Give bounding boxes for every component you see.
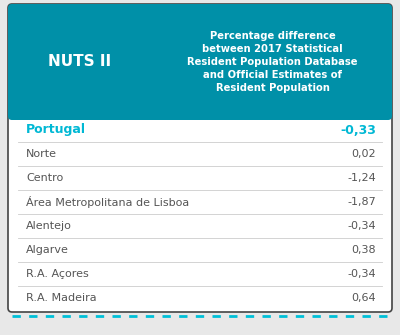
Text: Centro: Centro [26,173,63,183]
Text: Percentage difference
between 2017 Statistical
Resident Population Database
and : Percentage difference between 2017 Stati… [187,30,358,93]
Bar [12,106,388,118]
Text: 0,64: 0,64 [351,293,376,303]
Text: Portugal: Portugal [26,124,86,136]
Text: 0,38: 0,38 [351,245,376,255]
Text: R.A. Madeira: R.A. Madeira [26,293,97,303]
Text: -1,87: -1,87 [347,197,376,207]
Text: Algarve: Algarve [26,245,69,255]
Text: 0,02: 0,02 [351,149,376,159]
Text: -1,24: -1,24 [347,173,376,183]
Text: -0,34: -0,34 [347,221,376,231]
Text: -0,34: -0,34 [347,269,376,279]
Text: NUTS II: NUTS II [48,55,112,69]
Text: Norte: Norte [26,149,57,159]
FancyBboxPatch shape [8,4,392,312]
Text: R.A. Açores: R.A. Açores [26,269,89,279]
Text: Área Metropolitana de Lisboa: Área Metropolitana de Lisboa [26,196,189,208]
Text: Alentejo: Alentejo [26,221,72,231]
Text: -0,33: -0,33 [340,124,376,136]
FancyBboxPatch shape [8,4,392,120]
